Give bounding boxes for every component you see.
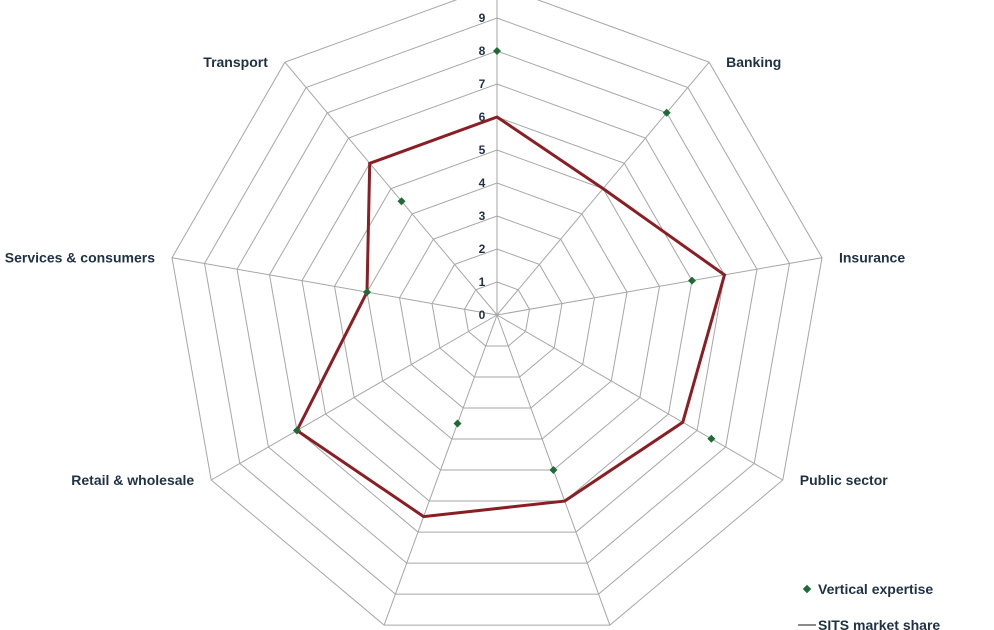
- grid-ring: [431, 248, 563, 378]
- tick-label: 6: [479, 110, 486, 124]
- grid-ring: [268, 83, 726, 533]
- category-label: Insurance: [839, 250, 905, 266]
- data-point-marker: [363, 288, 372, 297]
- data-point-marker: [292, 426, 301, 435]
- data-point-marker: [662, 108, 671, 117]
- grid-spoke: [171, 257, 498, 316]
- category-label: Transport: [203, 54, 268, 70]
- grid-spoke: [284, 61, 498, 316]
- tick-label: 9: [479, 11, 486, 25]
- tick-label: 8: [479, 44, 486, 58]
- radar-spokes: [171, 0, 823, 626]
- category-label: Banking: [726, 54, 781, 70]
- data-point-marker: [687, 276, 696, 285]
- series-marker-group: [292, 47, 716, 475]
- tick-label: 0: [479, 308, 486, 322]
- data-point-marker: [453, 419, 462, 428]
- legend-item-vertical-expertise: Vertical expertise: [798, 578, 994, 600]
- tick-label: 7: [479, 77, 486, 91]
- grid-ring: [171, 0, 823, 626]
- grid-ring: [463, 281, 531, 347]
- grid-ring: [333, 149, 661, 471]
- tick-label: 2: [479, 242, 486, 256]
- tick-label: 4: [479, 176, 486, 190]
- radar-grid: [171, 0, 823, 626]
- legend-item-sits-market-share: SITS market share: [798, 614, 994, 630]
- grid-ring: [236, 50, 758, 564]
- grid-ring: [366, 182, 628, 440]
- data-point-marker: [549, 466, 558, 475]
- tick-label: 5: [479, 143, 486, 157]
- grid-spoke: [496, 314, 784, 481]
- series-line-group: [295, 115, 727, 519]
- tick-label: 3: [479, 209, 486, 223]
- category-label: Public sector: [800, 472, 888, 488]
- radar-tick-labels: 0 1 2 3 4 5 6 7 8 9: [479, 11, 486, 322]
- radar-category-labels: Banking Insurance Public sector Retail & wh…: [5, 54, 906, 488]
- legend-marker-diamond: [798, 584, 816, 594]
- category-label: Services & consumers: [5, 250, 155, 266]
- category-label: Retail & wholesale: [71, 472, 194, 488]
- grid-ring: [203, 17, 791, 595]
- grid-spoke: [496, 257, 823, 316]
- grid-ring: [398, 215, 596, 409]
- data-point-marker: [493, 47, 501, 55]
- grid-ring: [301, 116, 693, 502]
- legend-label: Vertical expertise: [818, 581, 934, 597]
- data-point-marker: [707, 434, 716, 443]
- grid-spoke: [383, 314, 498, 626]
- series-line: [295, 115, 727, 519]
- chart-legend: Vertical expertise SITS market share: [798, 578, 994, 630]
- legend-marker-line: [798, 624, 816, 626]
- grid-spoke: [210, 314, 498, 481]
- legend-label: SITS market share: [818, 617, 941, 630]
- tick-label: 1: [479, 275, 486, 289]
- data-point-marker: [397, 197, 406, 206]
